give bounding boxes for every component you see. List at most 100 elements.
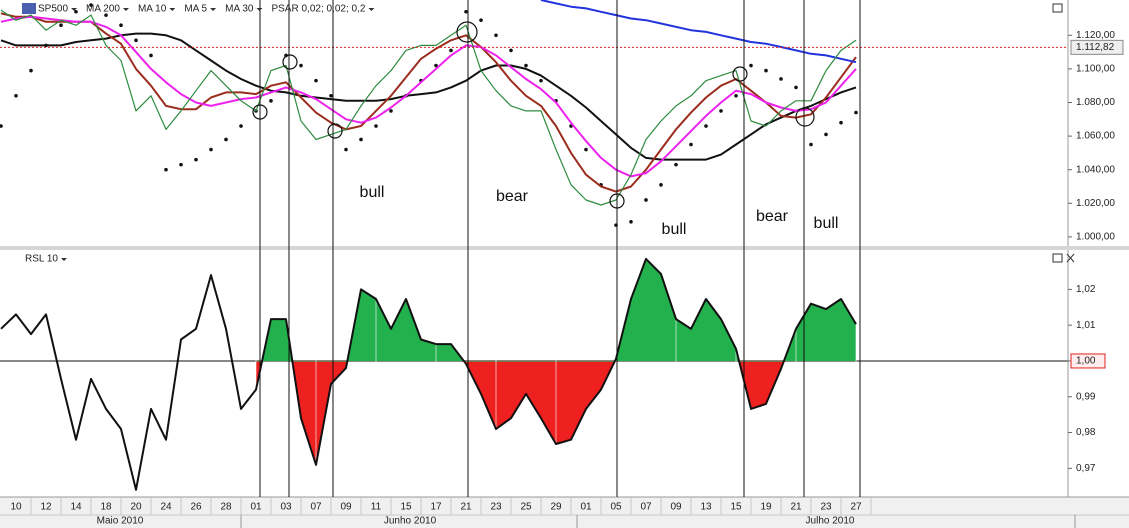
baseline-tick-box bbox=[1070, 353, 1106, 369]
psar-dot bbox=[524, 63, 528, 68]
psar-dot bbox=[479, 18, 483, 22]
legend-entry[interactable]: SP500 bbox=[38, 4, 68, 15]
x-tick-label: 25 bbox=[520, 502, 532, 513]
psar-dot bbox=[539, 78, 543, 83]
x-tick-label: 09 bbox=[340, 502, 352, 513]
psar-dot bbox=[794, 85, 798, 90]
psar-dot bbox=[449, 48, 453, 53]
psar-dot bbox=[104, 13, 108, 17]
x-tick-label: 29 bbox=[550, 502, 562, 513]
rsl-line bbox=[0, 257, 857, 491]
psar-dot bbox=[764, 68, 768, 73]
y-tick-label: 0,99 bbox=[1076, 391, 1096, 402]
psar-dot bbox=[359, 137, 363, 142]
y-tick-label: 0,97 bbox=[1076, 463, 1096, 474]
last-price-label: 1.112,82 bbox=[1076, 42, 1115, 53]
y-tick-label: 1.060,00 bbox=[1076, 131, 1115, 142]
legend-dropdown[interactable] bbox=[71, 8, 78, 11]
psar-dot bbox=[389, 109, 393, 113]
x-tick-label: 27 bbox=[850, 502, 862, 513]
legend-entry[interactable]: MA 10 bbox=[138, 4, 167, 15]
reversal-circle bbox=[795, 107, 815, 127]
series-line bbox=[0, 9, 857, 206]
x-tick-label: 28 bbox=[220, 502, 232, 513]
psar-dot bbox=[149, 53, 153, 58]
legend-dropdown[interactable] bbox=[210, 8, 217, 11]
psar-dot bbox=[644, 198, 648, 202]
legend-dropdown[interactable] bbox=[256, 8, 263, 11]
close-icon[interactable] bbox=[1066, 253, 1075, 263]
rsl-fill-negative bbox=[256, 361, 784, 465]
x-tick-label: 13 bbox=[700, 502, 712, 513]
instrument-icon bbox=[22, 3, 36, 14]
psar-dot bbox=[704, 124, 708, 128]
x-axis-area bbox=[0, 497, 1129, 528]
psar-dot bbox=[434, 63, 438, 68]
month-label: Junho 2010 bbox=[384, 516, 437, 527]
reversal-circle bbox=[456, 21, 478, 43]
x-tick-label: 21 bbox=[790, 502, 802, 513]
x-tick-label: 01 bbox=[580, 502, 592, 513]
x-tick-label: 14 bbox=[70, 502, 82, 513]
psar-dot bbox=[659, 183, 663, 187]
psar-dot bbox=[779, 77, 783, 81]
psar-dot bbox=[629, 219, 633, 224]
month-label: Julho 2010 bbox=[806, 516, 855, 527]
y-tick-label: 1.000,00 bbox=[1076, 232, 1115, 243]
legend-entry[interactable]: MA 200 bbox=[86, 4, 120, 15]
psar-dot bbox=[14, 93, 18, 98]
panel-separator bbox=[0, 246, 1129, 250]
x-tick-label: 07 bbox=[640, 502, 652, 513]
series-line bbox=[0, 15, 857, 178]
psar-dot bbox=[374, 124, 378, 128]
legend-entry[interactable]: PSAR 0,02; 0,02; 0,2 bbox=[271, 4, 365, 15]
psar-dot bbox=[674, 162, 678, 167]
last-price-box bbox=[1070, 39, 1124, 55]
legend-entry[interactable]: MA 5 bbox=[184, 4, 207, 15]
legend-dropdown[interactable] bbox=[368, 8, 375, 11]
x-tick-label: 09 bbox=[670, 502, 682, 513]
x-tick-label: 15 bbox=[730, 502, 742, 513]
psar-dot bbox=[584, 147, 588, 152]
psar-dot bbox=[224, 137, 228, 142]
legend-entry[interactable]: RSL 10 bbox=[25, 254, 58, 265]
y-tick-label: 1,00 bbox=[1076, 356, 1096, 367]
x-tick-label: 15 bbox=[400, 502, 412, 513]
legend: SP500 MA 200 MA 10 MA 5 MA 30 PSAR 0,02; 0,02… bbox=[22, 3, 375, 265]
psar-dot bbox=[854, 110, 858, 115]
marks bbox=[0, 0, 1068, 497]
psar-dot bbox=[179, 162, 183, 167]
reversal-circle bbox=[282, 54, 298, 70]
legend-dropdown[interactable] bbox=[60, 258, 67, 261]
psar-dot bbox=[509, 48, 513, 53]
x-tick-label: 24 bbox=[160, 502, 172, 513]
maximize-icon[interactable] bbox=[1052, 3, 1063, 13]
psar-dot bbox=[89, 3, 93, 7]
psar-dot bbox=[29, 68, 33, 73]
legend-entry[interactable]: MA 30 bbox=[225, 4, 254, 15]
x-tick-label: 21 bbox=[460, 502, 472, 513]
y-tick-label: 1.120,00 bbox=[1076, 30, 1115, 41]
x-tick-label: 10 bbox=[10, 502, 22, 513]
x-tick-label: 20 bbox=[130, 502, 142, 513]
psar-dot bbox=[164, 167, 168, 172]
x-tick-label: 17 bbox=[430, 502, 442, 513]
maximize-icon[interactable] bbox=[1052, 253, 1063, 263]
x-tick-label: 11 bbox=[371, 502, 382, 513]
psar-dot bbox=[119, 23, 123, 28]
psar-dot bbox=[134, 38, 138, 43]
x-tick-label: 05 bbox=[610, 502, 622, 513]
psar-dot bbox=[719, 109, 723, 113]
psar-dot bbox=[809, 142, 813, 147]
legend-dropdown[interactable] bbox=[169, 8, 176, 11]
psar-dot bbox=[494, 33, 498, 38]
psar-dot bbox=[209, 147, 213, 152]
y-tick-label: 1.020,00 bbox=[1076, 198, 1115, 209]
x-tick-label: 19 bbox=[760, 502, 772, 513]
y-tick-label: 1,02 bbox=[1076, 284, 1096, 295]
legend-dropdown[interactable] bbox=[122, 8, 129, 11]
psar-dot bbox=[299, 63, 303, 68]
series-line bbox=[0, 32, 857, 161]
